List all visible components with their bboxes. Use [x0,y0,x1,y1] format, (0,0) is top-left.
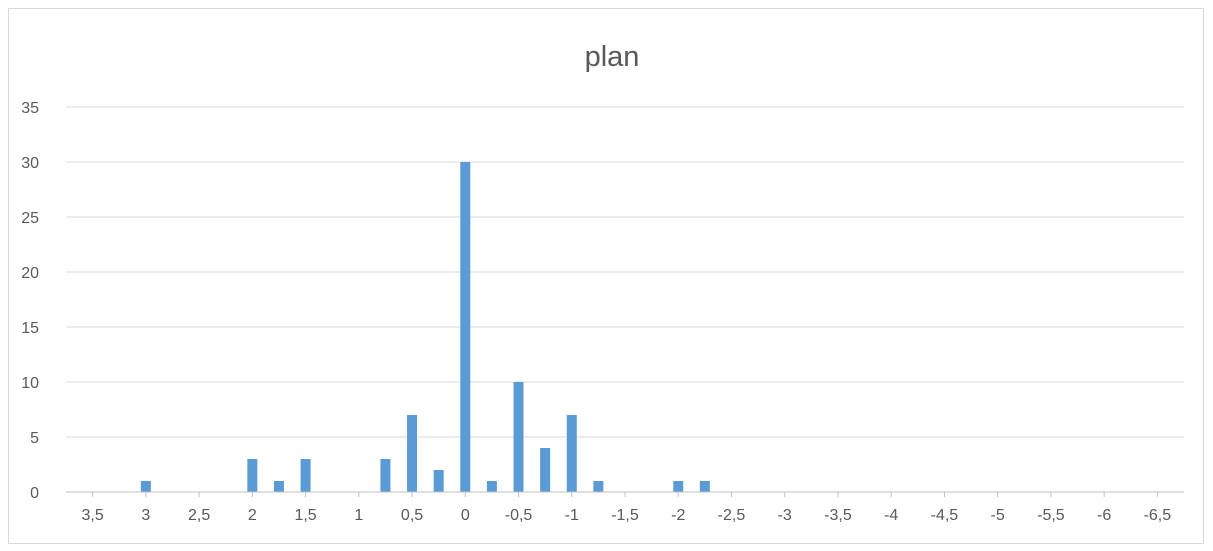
y-tick-label: 0 [30,485,39,502]
bar [566,415,577,492]
x-tick-label: -6,5 [1144,507,1172,524]
x-tick-label: -6 [1097,507,1111,524]
y-axis-tick-labels: 0 5 10 15 20 25 30 35 [21,100,39,502]
x-tick-label: -2,5 [718,507,746,524]
bar [300,459,311,492]
x-tick-label: -1 [565,507,579,524]
y-tick-label: 5 [30,430,39,447]
x-tick-label: -1,5 [611,507,639,524]
y-tick-label: 15 [21,320,39,337]
y-tick-label: 10 [21,375,39,392]
bar [380,459,391,492]
bar [140,481,151,492]
bar [273,481,284,492]
x-tick-label: 3 [141,507,150,524]
x-tick-label: 2,5 [188,507,210,524]
y-tick-label: 20 [21,265,39,282]
bars [140,162,710,492]
x-tick-label: -0,5 [505,507,533,524]
bar [247,459,258,492]
chart-container: plan 0 5 10 15 20 25 30 35 3,5 3 2,5 2 1,5 1 0,5 0 -0,5… [8,8,1204,544]
bar [699,481,710,492]
y-tick-label: 25 [21,210,39,227]
x-axis-tick-labels: 3,5 3 2,5 2 1,5 1 0,5 0 -0,5 -1 -1,5 -2 -2,5 -3 -3,5 -4… [81,507,1171,524]
gridlines [66,106,1184,438]
bar [407,415,418,492]
x-tick-label: -4 [884,507,898,524]
bar [433,470,444,492]
x-tick-label: -5 [991,507,1005,524]
bar-chart: plan 0 5 10 15 20 25 30 35 3,5 3 2,5 2 1,5 1 0,5 0 -0,5… [21,41,1184,524]
x-axis [66,491,1184,497]
bar [673,481,684,492]
x-tick-label: -4,5 [931,507,959,524]
bar [540,448,551,492]
x-tick-label: 0,5 [401,507,423,524]
x-tick-label: 2 [248,507,257,524]
bar [486,481,497,492]
y-tick-label: 35 [21,100,39,117]
bar [593,481,604,492]
bar [513,382,524,492]
bar [460,162,471,492]
x-tick-label: -3 [778,507,792,524]
x-tick-label: 3,5 [81,507,103,524]
x-tick-label: 1 [354,507,363,524]
chart-title: plan [585,41,640,73]
x-tick-label: 0 [461,507,470,524]
x-tick-label: -3,5 [824,507,852,524]
x-tick-label: -2 [671,507,685,524]
x-tick-label: 1,5 [294,507,316,524]
x-tick-label: -5,5 [1037,507,1065,524]
y-tick-label: 30 [21,155,39,172]
